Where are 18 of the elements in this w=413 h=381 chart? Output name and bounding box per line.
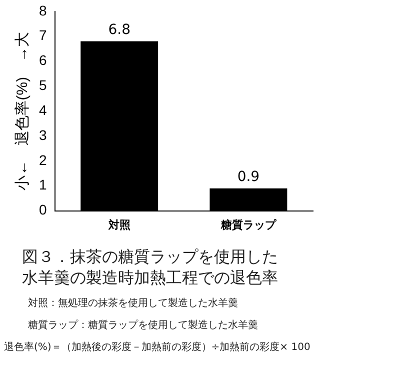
data-label: 6.8 [108,22,130,38]
text: 退色率(%)＝（加熱後の彩度－加熱前の彩度）÷加熱前の彩度× 100 [4,340,312,354]
y-tick-label: 6 [38,52,47,68]
y-tick-label: 5 [38,77,47,94]
text: 対照：無処理の抹茶を使用して製造した水羊羹 [28,296,239,310]
y-tick-label: 7 [38,27,47,44]
x-tick-label: 対照 [107,218,130,232]
y-tick-label: 8 [38,2,47,18]
x-tick-label: 糖質ラップ [220,218,277,232]
y-tick-label: 3 [38,126,47,143]
y-tick-label: 0 [38,202,47,218]
y-tick-label: 4 [38,102,47,118]
data-label: 0.9 [237,169,260,186]
y-tick-label: 2 [38,152,47,168]
text: 図３．抹茶の糖質ラップを使用した水羊羹の製造時加熱工程での退色率 [22,246,279,288]
y-tick-label: 1 [38,176,47,193]
text: 糖質ラップ：糖質ラップを使用して製造した水羊羹 [28,318,259,332]
y-axis-title: 小← 退色率(%) →大 [14,32,32,190]
